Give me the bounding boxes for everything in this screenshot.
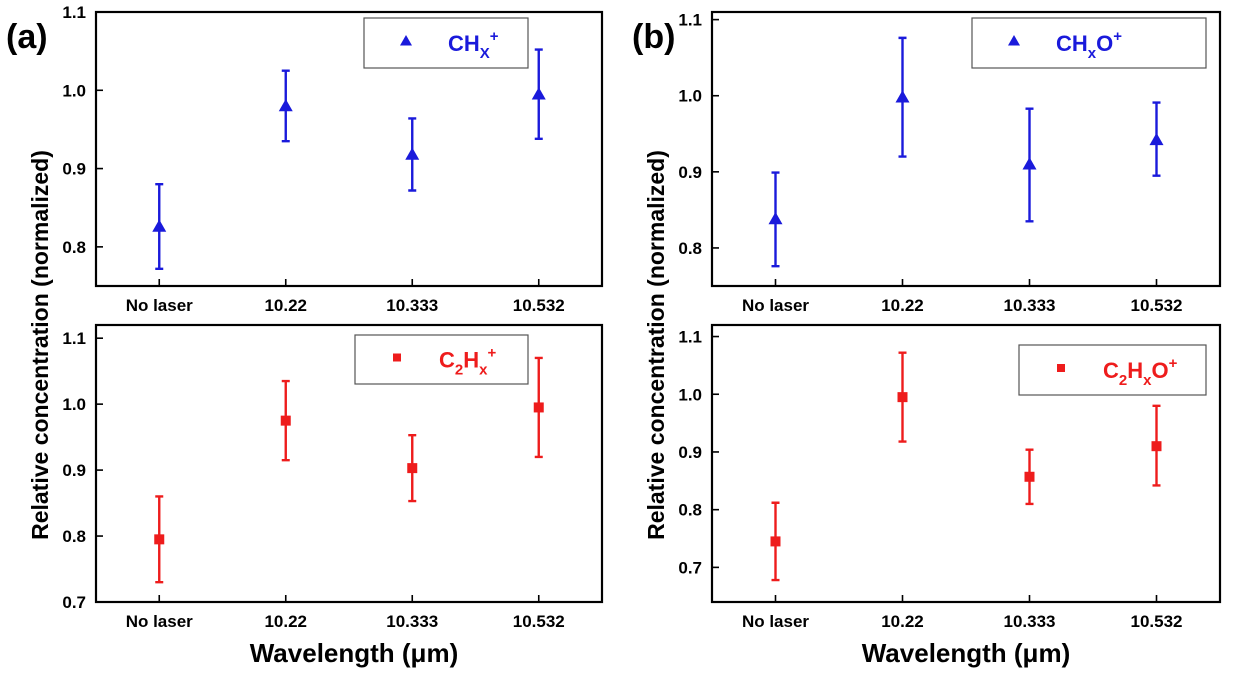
legend-box [1018, 344, 1207, 396]
plot-a-top: 0.8 0.9 1.0 1.1 No laser 10.22 10.333 10.532 CHX… [62, 3, 604, 315]
x-tick-label: 10.333 [1004, 612, 1056, 631]
data-point [768, 212, 783, 225]
x-tick-label: 10.333 [1004, 296, 1056, 315]
x-tick-label: 10.22 [881, 612, 924, 631]
y-tick-label: 1.1 [62, 3, 86, 22]
data-point [1151, 441, 1162, 452]
legend-label: C2HxO+ [1103, 355, 1178, 389]
data-point [897, 392, 908, 403]
y-tick-label: 1.0 [62, 81, 86, 100]
plot-b-top: 0.8 0.9 1.0 1.1 No laser 10.22 10.333 10.532 CHx… [678, 10, 1222, 315]
y-tick-label: 0.9 [62, 461, 86, 480]
data-point [152, 219, 167, 232]
y-tick-label: 0.9 [678, 443, 702, 462]
legend-label: CHX+ [448, 28, 499, 62]
legend: C2Hx+ [354, 334, 529, 385]
plot-b-bottom: 0.7 0.8 0.9 1.0 1.1 No laser 10.22 10.333 10.532… [678, 323, 1222, 631]
y-tick-label: 0.8 [62, 238, 86, 257]
y-axis-title-b: Relative concentration (normalized) [643, 150, 669, 540]
y-tick-label: 1.1 [678, 11, 702, 30]
legend-label: CHxO+ [1056, 28, 1122, 62]
plot-frame [94, 10, 604, 288]
panel-label-a: (a) [6, 18, 48, 56]
data-point [154, 534, 165, 545]
y-tick-label: 0.8 [678, 239, 702, 258]
y-axis-title-a: Relative concentration (normalized) [27, 150, 53, 540]
legend: CHX+ [363, 17, 529, 69]
data-point [1022, 157, 1037, 170]
x-tick-label: No laser [742, 612, 809, 631]
y-tick-label: 1.0 [678, 385, 702, 404]
legend-box [363, 17, 529, 69]
y-tick-label: 1.0 [678, 87, 702, 106]
y-tick-label: 0.7 [62, 593, 86, 612]
y-tick-label: 1.1 [62, 329, 86, 348]
legend-marker [1008, 35, 1020, 46]
legend-label: C2Hx+ [439, 345, 496, 379]
plot-frame [94, 323, 604, 604]
plot-frame [710, 323, 1222, 604]
plot-frame [710, 10, 1222, 288]
x-tick-label: 10.333 [386, 296, 438, 315]
x-tick-label: No laser [742, 296, 809, 315]
legend-box [354, 334, 529, 385]
x-tick-label: 10.532 [1131, 296, 1183, 315]
y-tick-label: 0.7 [678, 558, 702, 577]
data-point [278, 98, 293, 112]
x-tick-label: No laser [126, 296, 193, 315]
legend: CHxO+ [971, 17, 1207, 69]
x-tick-label: 10.22 [264, 296, 307, 315]
legend-marker [400, 35, 412, 46]
y-tick-label: 0.8 [62, 527, 86, 546]
x-axis-title-b: Wavelength (μm) [862, 638, 1071, 668]
panel-label-b: (b) [632, 18, 675, 56]
x-tick-label: No laser [126, 612, 193, 631]
y-tick-label: 1.0 [62, 395, 86, 414]
data-point [1024, 471, 1035, 482]
x-tick-label: 10.532 [1131, 612, 1183, 631]
x-tick-label: 10.22 [264, 612, 307, 631]
x-tick-label: 10.532 [513, 296, 565, 315]
x-axis-title-a: Wavelength (μm) [250, 638, 459, 668]
data-point [407, 463, 418, 474]
data-point [770, 536, 781, 547]
y-tick-label: 0.8 [678, 501, 702, 520]
data-point [405, 147, 420, 160]
data-point [533, 402, 544, 413]
data-point [280, 415, 291, 426]
data-point [1149, 132, 1164, 146]
legend: C2HxO+ [1018, 344, 1207, 396]
y-tick-label: 0.9 [678, 163, 702, 182]
x-tick-label: 10.22 [881, 296, 924, 315]
x-tick-label: 10.532 [513, 612, 565, 631]
legend-marker [1057, 364, 1065, 372]
plot-a-bottom: 0.7 0.8 0.9 1.0 1.1 No laser 10.22 10.333 10.532… [62, 323, 604, 631]
data-point [895, 90, 910, 103]
x-tick-label: 10.333 [386, 612, 438, 631]
y-tick-label: 1.1 [678, 328, 702, 347]
y-tick-label: 0.9 [62, 160, 86, 179]
data-point [531, 87, 546, 100]
legend-marker [393, 353, 401, 362]
